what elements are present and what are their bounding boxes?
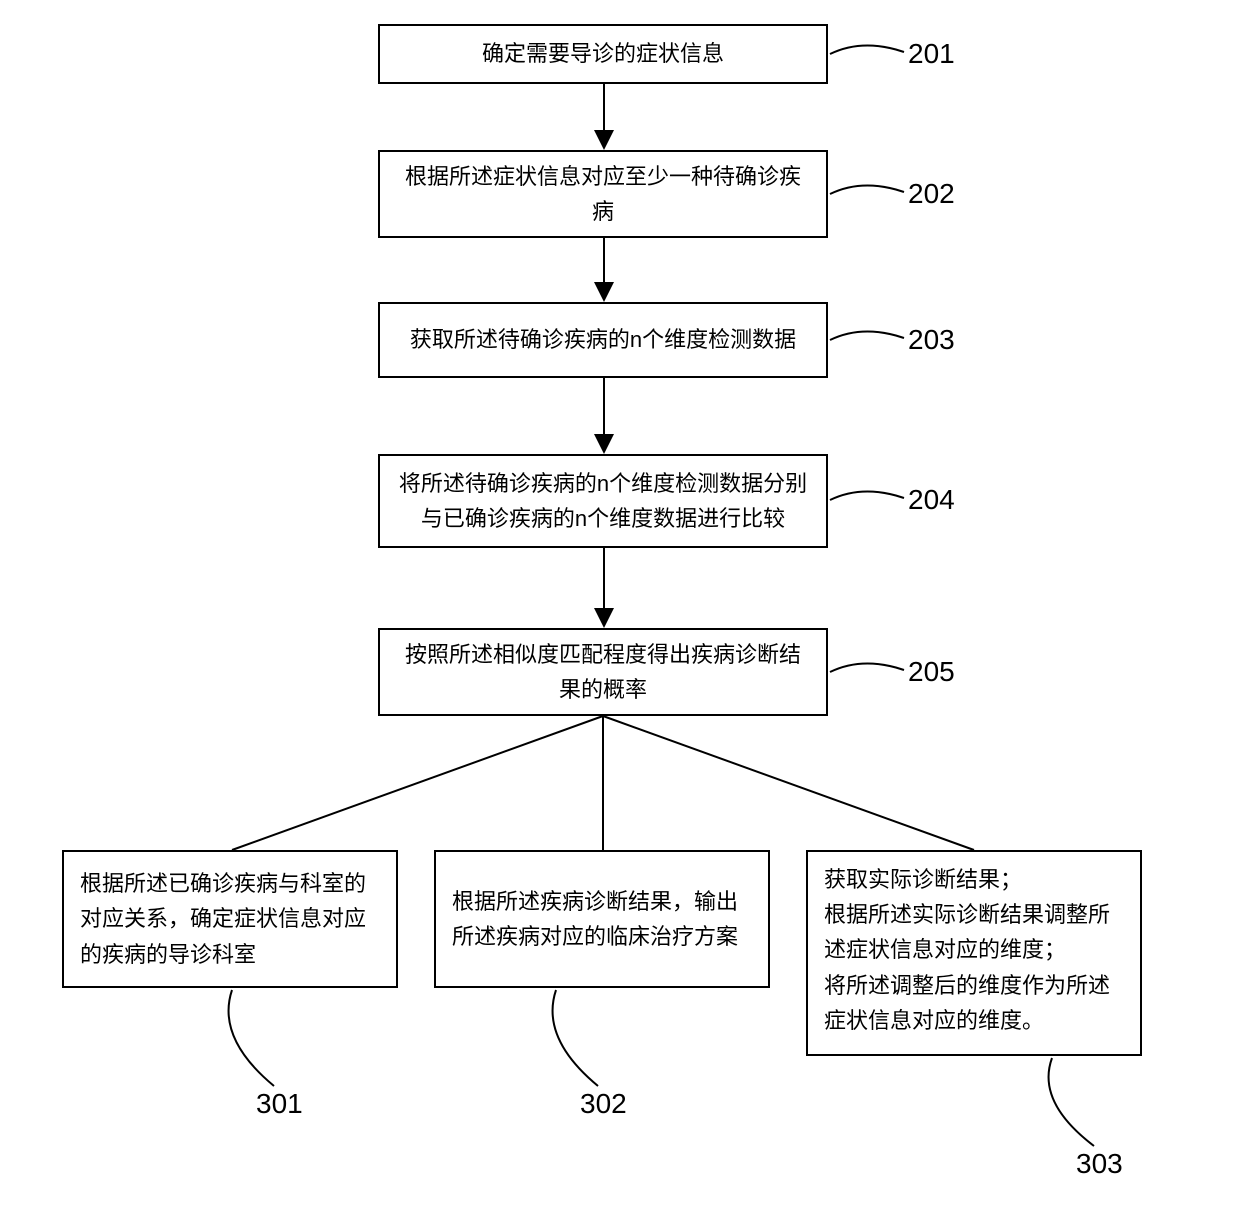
connector-205 [828,656,908,686]
flow-branch-303-label: 303 [1076,1148,1123,1180]
flow-branch-301-label: 301 [256,1088,303,1120]
flow-branch-302-text: 根据所述疾病诊断结果，输出所述疾病对应的临床治疗方案 [452,884,752,954]
flow-branch-303: 获取实际诊断结果； 根据所述实际诊断结果调整所述症状信息对应的维度； 将所述调整… [806,850,1142,1056]
flow-step-205: 按照所述相似度匹配程度得出疾病诊断结果的概率 [378,628,828,716]
flow-step-201: 确定需要导诊的症状信息 [378,24,828,84]
connector-204 [828,484,908,514]
flow-branch-302: 根据所述疾病诊断结果，输出所述疾病对应的临床治疗方案 [434,850,770,988]
flow-step-205-label: 205 [908,656,955,688]
flow-step-203-text: 获取所述待确诊疾病的n个维度检测数据 [410,322,796,357]
arrow-203-204 [590,378,618,454]
flow-step-202-text: 根据所述症状信息对应至少一种待确诊疾病 [396,159,810,229]
connector-202 [828,178,908,208]
branch-lines [0,0,1240,860]
connector-203 [828,324,908,354]
flow-step-204-label: 204 [908,484,955,516]
flow-step-204-text: 将所述待确诊疾病的n个维度检测数据分别与已确诊疾病的n个维度数据进行比较 [396,466,810,536]
flow-branch-302-label: 302 [580,1088,627,1120]
flow-step-202: 根据所述症状信息对应至少一种待确诊疾病 [378,150,828,238]
arrow-202-203 [590,238,618,302]
flow-step-202-label: 202 [908,178,955,210]
flow-branch-301: 根据所述已确诊疾病与科室的对应关系，确定症状信息对应的疾病的导诊科室 [62,850,398,988]
flow-step-205-text: 按照所述相似度匹配程度得出疾病诊断结果的概率 [396,637,810,707]
connector-201 [828,38,908,68]
connector-302 [546,988,606,1092]
flow-step-201-label: 201 [908,38,955,70]
arrow-201-202 [590,84,618,150]
connector-301 [222,988,282,1092]
flow-branch-301-text: 根据所述已确诊疾病与科室的对应关系，确定症状信息对应的疾病的导诊科室 [80,866,380,972]
flow-branch-303-text: 获取实际诊断结果； 根据所述实际诊断结果调整所述症状信息对应的维度； 将所述调整… [824,862,1124,1038]
connector-303 [1042,1056,1102,1152]
flow-step-204: 将所述待确诊疾病的n个维度检测数据分别与已确诊疾病的n个维度数据进行比较 [378,454,828,548]
flow-step-203-label: 203 [908,324,955,356]
arrow-204-205 [590,548,618,628]
flow-step-201-text: 确定需要导诊的症状信息 [482,36,724,71]
flow-step-203: 获取所述待确诊疾病的n个维度检测数据 [378,302,828,378]
